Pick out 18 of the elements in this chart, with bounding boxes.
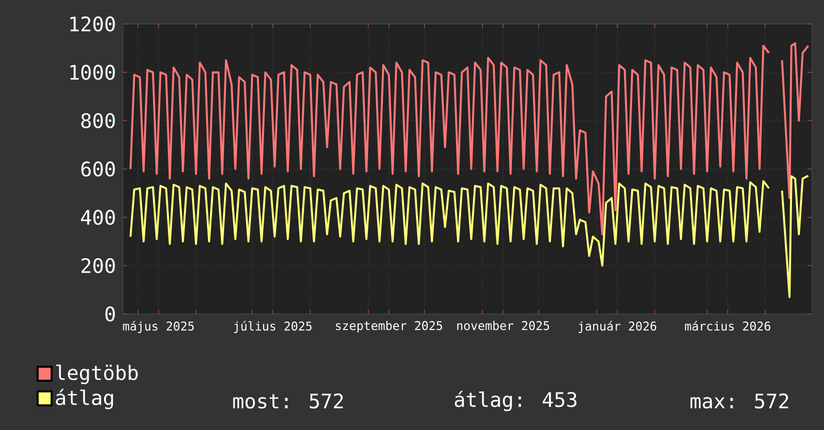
y-tick-label: 600 <box>81 161 115 177</box>
y-tick-label: 0 <box>105 306 115 322</box>
text: most: 572 <box>233 393 343 409</box>
y-tick-label: 400 <box>81 210 115 225</box>
x-tick-label: január 2026 <box>578 320 656 333</box>
legend-label: legtöbb <box>56 364 138 384</box>
x-tick-label: november 2025 <box>457 320 550 330</box>
legend-label: átlag <box>56 388 113 410</box>
x-tick-label: szeptember 2025 <box>336 320 442 332</box>
y-tick-label: 1200 <box>70 16 115 32</box>
y-tick-label: 1000 <box>70 64 115 80</box>
x-tick-label: március 2026 <box>685 320 770 331</box>
text: max: 572 <box>690 393 788 409</box>
y-tick-label: 800 <box>81 113 115 128</box>
y-tick-label: 200 <box>82 258 115 274</box>
text: átlag: 453 <box>454 390 576 412</box>
x-tick-label: május 2025 <box>123 320 194 333</box>
x-tick-label: július 2025 <box>234 320 312 333</box>
